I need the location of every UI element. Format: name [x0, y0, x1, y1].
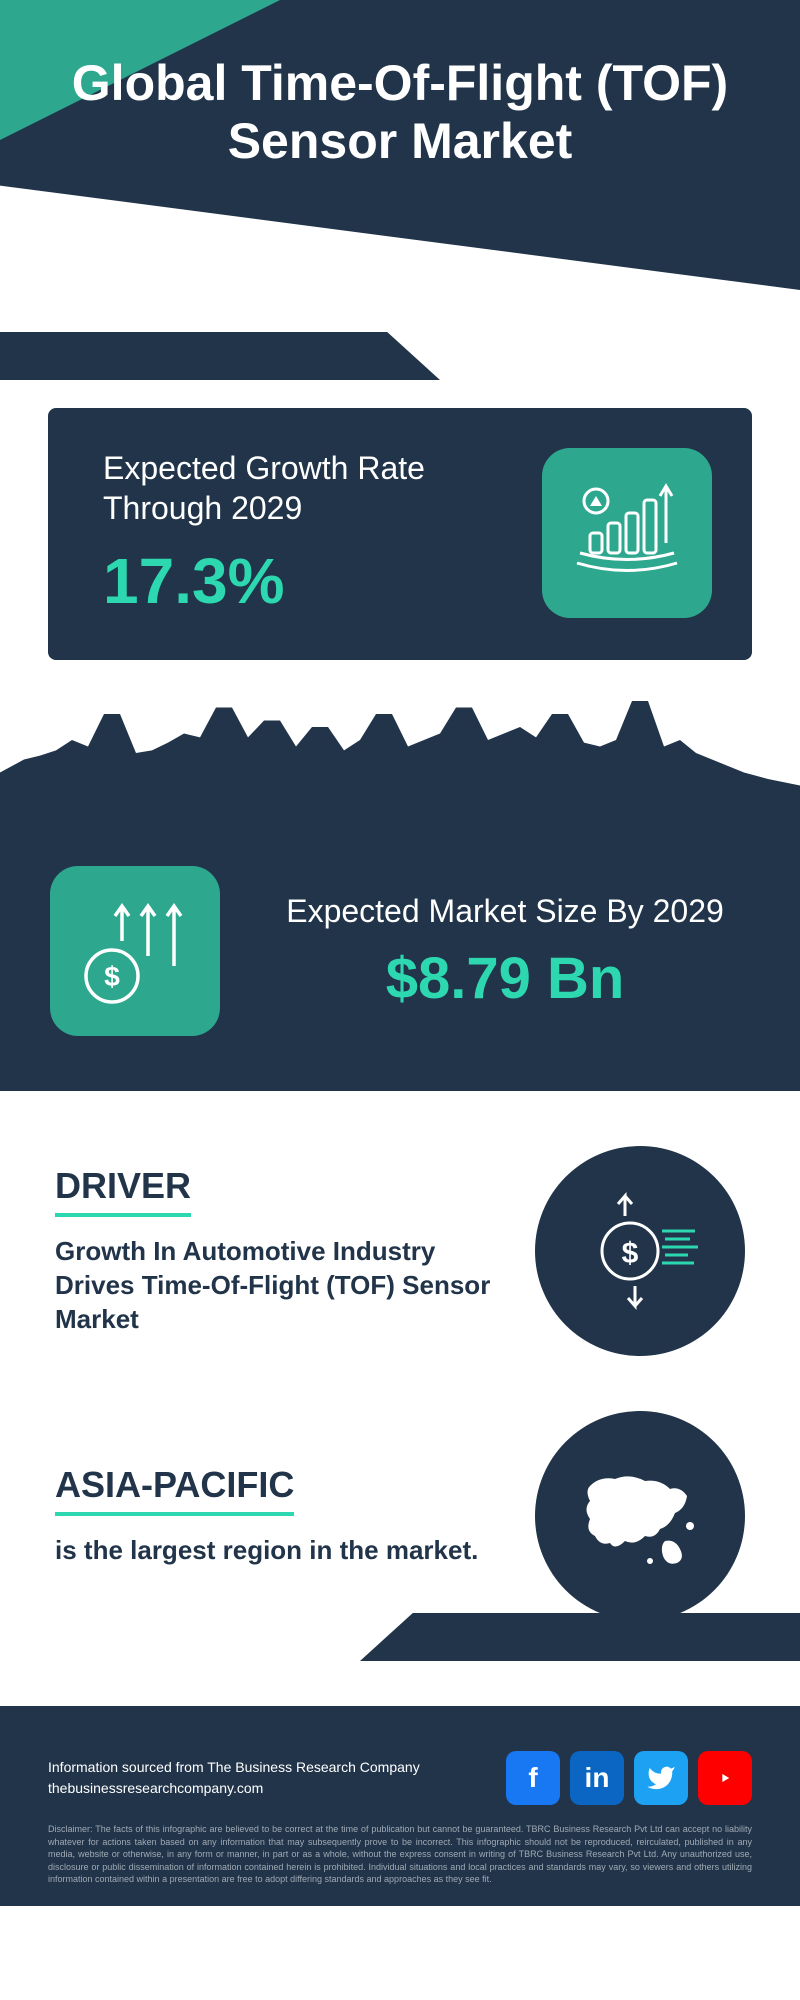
source-line-1: Information sourced from The Business Re…: [48, 1757, 420, 1778]
growth-chart-icon: [542, 448, 712, 618]
source-line-2: thebusinessresearchcompany.com: [48, 1778, 420, 1799]
market-size-value: $8.79 Bn: [260, 945, 750, 1012]
growth-rate-card: Expected Growth Rate Through 2029 17.3%: [48, 408, 752, 660]
twitter-icon[interactable]: [634, 1751, 688, 1805]
money-growth-icon: $: [50, 866, 220, 1036]
driver-heading: DRIVER: [55, 1165, 191, 1217]
social-icons-row: f in: [506, 1751, 752, 1805]
header-bottom-accent: [0, 332, 440, 380]
disclaimer-text: Disclaimer: The facts of this infographi…: [48, 1823, 752, 1886]
region-row: ASIA-PACIFIC is the largest region in th…: [55, 1411, 745, 1621]
svg-text:$: $: [622, 1237, 639, 1270]
region-map-icon: [535, 1411, 745, 1621]
driver-icon: $: [535, 1146, 745, 1356]
market-size-label: Expected Market Size By 2029: [260, 891, 750, 931]
facebook-icon[interactable]: f: [506, 1751, 560, 1805]
city-silhouette-divider: [0, 688, 800, 818]
youtube-icon[interactable]: [698, 1751, 752, 1805]
footer-top-accent: [360, 1613, 800, 1661]
footer: Information sourced from The Business Re…: [0, 1706, 800, 1906]
driver-row: DRIVER Growth In Automotive Industry Dri…: [55, 1146, 745, 1356]
main-title: Global Time-Of-Flight (TOF) Sensor Marke…: [0, 55, 800, 170]
footer-source-info: Information sourced from The Business Re…: [48, 1757, 420, 1799]
region-body: is the largest region in the market.: [55, 1534, 505, 1568]
growth-rate-label: Expected Growth Rate Through 2029: [103, 448, 542, 528]
svg-text:$: $: [104, 961, 120, 992]
driver-body: Growth In Automotive Industry Drives Tim…: [55, 1235, 505, 1336]
growth-rate-value: 17.3%: [103, 544, 542, 618]
header-section: Global Time-Of-Flight (TOF) Sensor Marke…: [0, 0, 800, 380]
market-size-card: $ Expected Market Size By 2029 $8.79 Bn: [0, 818, 800, 1091]
region-heading: ASIA-PACIFIC: [55, 1464, 294, 1516]
linkedin-icon[interactable]: in: [570, 1751, 624, 1805]
